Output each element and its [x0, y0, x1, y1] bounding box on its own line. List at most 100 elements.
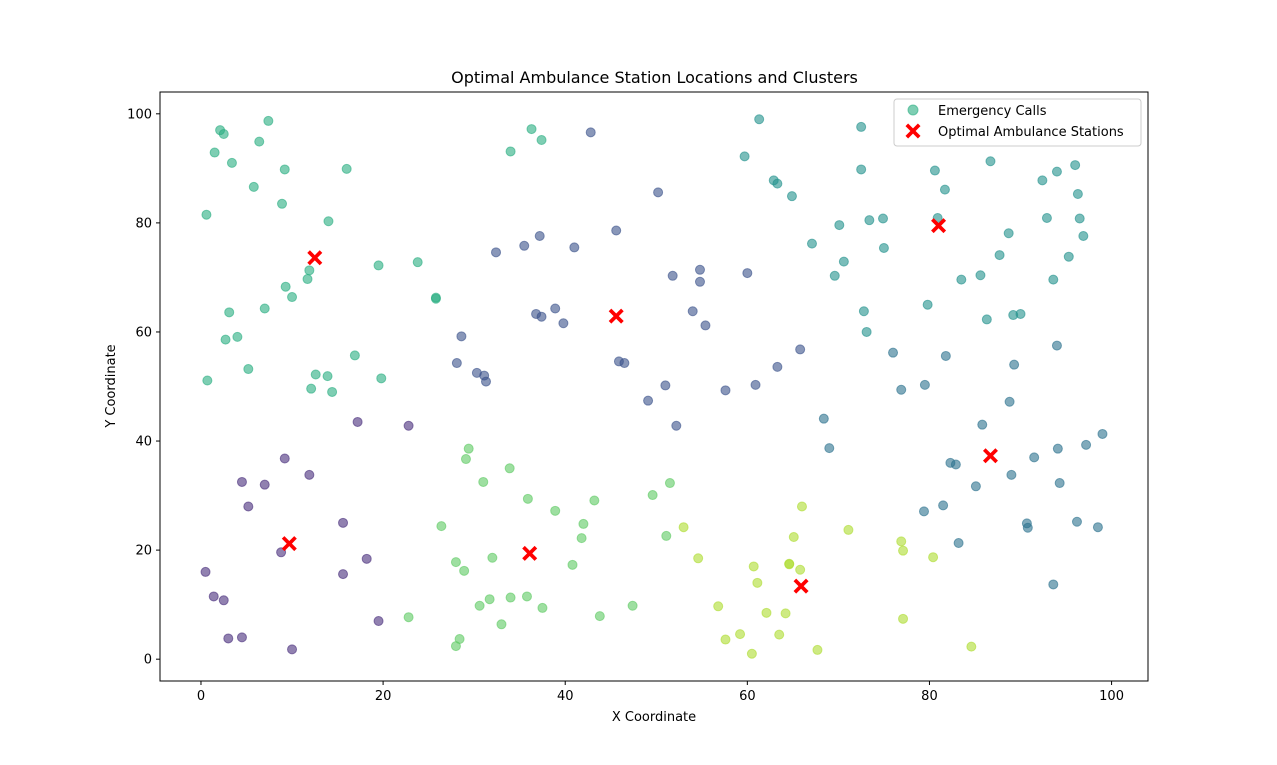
- emergency-call-point: [994, 250, 1005, 261]
- emergency-call-point: [985, 156, 996, 167]
- emergency-call-point: [611, 225, 622, 236]
- x-tick-label: 0: [197, 689, 205, 704]
- emergency-call-point: [505, 146, 516, 157]
- emergency-call-point: [619, 358, 630, 369]
- emergency-call-point: [478, 476, 489, 487]
- emergency-call-point: [761, 607, 772, 618]
- emergency-call-point: [966, 641, 977, 652]
- emergency-call-point: [878, 242, 889, 253]
- legend: Emergency Calls Optimal Ambulance Statio…: [893, 98, 1142, 147]
- emergency-call-point: [436, 521, 447, 532]
- emergency-call-point: [349, 350, 360, 361]
- emergency-call-point: [856, 121, 867, 132]
- emergency-call-point: [287, 644, 298, 655]
- x-axis: 0 20 40 60 80 100: [197, 681, 1124, 704]
- emergency-call-point: [788, 532, 799, 543]
- emergency-call-point: [858, 306, 869, 317]
- emergency-call-point: [1074, 213, 1085, 224]
- emergency-call-point: [878, 213, 889, 224]
- emergency-call-point: [323, 216, 334, 227]
- emergency-call-point: [1051, 166, 1062, 177]
- emergency-call-point: [1037, 175, 1048, 186]
- emergency-call-point: [209, 147, 220, 158]
- x-tick-label: 60: [739, 689, 756, 704]
- emergency-call-point: [671, 420, 682, 431]
- emergency-call-point: [806, 238, 817, 249]
- emergency-call-point: [780, 608, 791, 619]
- emergency-call-point: [585, 127, 596, 138]
- emergency-call-point: [200, 566, 211, 577]
- emergency-call-point: [1022, 522, 1033, 533]
- emergency-call-point: [218, 128, 229, 139]
- emergency-call-point: [918, 506, 929, 517]
- emergency-call-point: [412, 257, 423, 268]
- emergency-call-point: [1041, 212, 1052, 223]
- emergency-call-point: [864, 215, 875, 226]
- legend-station-marker: [905, 123, 921, 139]
- emergency-call-point: [956, 274, 967, 285]
- emergency-call-point: [720, 634, 731, 645]
- x-tick-label: 40: [557, 689, 574, 704]
- emergency-call-point: [898, 545, 909, 556]
- emergency-call-point: [950, 459, 961, 470]
- emergency-call-point: [812, 644, 823, 655]
- emergency-call-point: [254, 136, 265, 147]
- emergency-call-point: [338, 517, 349, 528]
- emergency-call-point: [248, 181, 259, 192]
- ambulance-station-marker: [982, 448, 998, 464]
- chart-title: Optimal Ambulance Station Locations and …: [451, 68, 858, 87]
- emergency-call-point: [578, 518, 589, 529]
- ambulance-station-marker: [931, 218, 947, 234]
- emergency-call-point: [263, 115, 274, 126]
- emergency-call-point: [304, 265, 315, 276]
- emergency-call-point: [232, 331, 243, 342]
- emergency-call-point: [460, 454, 471, 465]
- emergency-call-point: [550, 505, 561, 516]
- emergency-call-point: [772, 178, 783, 189]
- x-axis-title: X Coordinate: [612, 710, 696, 725]
- emergency-call-point: [713, 601, 724, 612]
- emergency-call-point: [834, 220, 845, 231]
- ambulance-station-marker: [307, 250, 323, 266]
- emergency-call-point: [594, 611, 605, 622]
- emergency-call-point: [201, 209, 212, 220]
- emergency-call-point: [742, 268, 753, 279]
- emergency-call-point: [856, 164, 867, 175]
- emergency-call-point: [919, 379, 930, 390]
- emergency-call-point: [537, 602, 548, 613]
- emergency-call-point: [627, 600, 638, 611]
- x-tick-label: 20: [375, 689, 392, 704]
- emergency-call-point: [694, 276, 705, 287]
- emergency-call-point: [451, 358, 462, 369]
- emergency-call-point: [843, 524, 854, 535]
- legend-calls-marker: [907, 104, 919, 116]
- emergency-call-point: [306, 383, 317, 394]
- emergency-call-point: [589, 495, 600, 506]
- emergency-call-point: [754, 114, 765, 125]
- emergency-call-point: [939, 184, 950, 195]
- emergency-call-point: [795, 564, 806, 575]
- emergency-call-point: [1081, 439, 1092, 450]
- y-tick-label: 80: [135, 216, 152, 231]
- emergency-call-point: [678, 522, 689, 533]
- y-tick-label: 20: [135, 544, 152, 559]
- emergency-call-point: [484, 594, 495, 605]
- emergency-call-point: [953, 538, 964, 549]
- points-layer: [200, 114, 1108, 659]
- emergency-call-point: [403, 420, 414, 431]
- emergency-call-point: [341, 163, 352, 174]
- emergency-call-point: [1048, 579, 1059, 590]
- emergency-call-point: [687, 306, 698, 317]
- emergency-call-point: [224, 307, 235, 318]
- emergency-call-point: [898, 613, 909, 624]
- emergency-call-point: [1078, 230, 1089, 241]
- emergency-call-point: [1097, 428, 1108, 439]
- emergency-call-point: [521, 591, 532, 602]
- emergency-call-point: [838, 256, 849, 267]
- emergency-call-point: [569, 242, 580, 253]
- stations-layer: [281, 218, 998, 594]
- y-tick-label: 40: [135, 435, 152, 450]
- emergency-call-point: [450, 557, 461, 568]
- emergency-call-point: [661, 530, 672, 541]
- emergency-call-point: [236, 476, 247, 487]
